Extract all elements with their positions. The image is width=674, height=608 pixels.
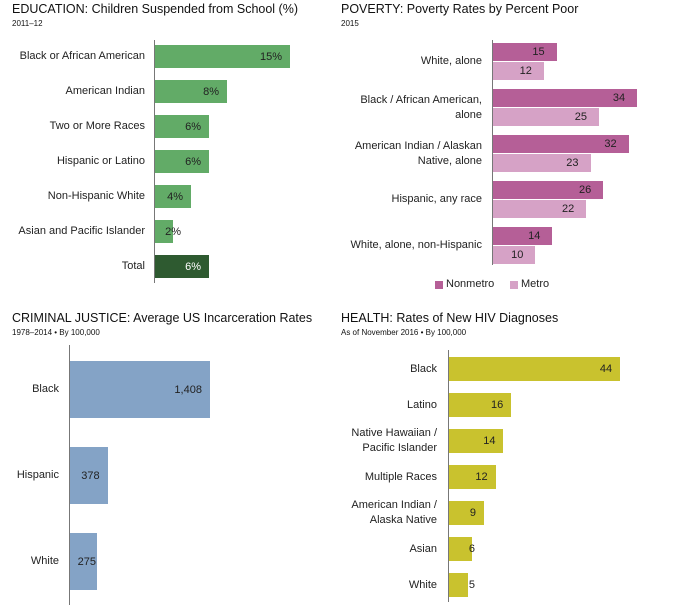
health-title: HEALTH: Rates of New HIV Diagnoses xyxy=(341,311,559,325)
poverty-bar-nonmetro xyxy=(493,227,553,245)
poverty-bar-nonmetro xyxy=(493,181,604,199)
poverty-bar-metro xyxy=(493,108,599,126)
poverty-value-label: 10 xyxy=(511,249,524,261)
poverty-bar-nonmetro xyxy=(493,43,557,61)
health-value-label: 6 xyxy=(468,543,475,555)
education-value-label: 15% xyxy=(259,50,282,63)
health-category-label: White xyxy=(408,578,437,591)
education-bar xyxy=(155,255,209,278)
poverty-value-label: 26 xyxy=(578,184,592,196)
health-value-label: 44 xyxy=(599,363,613,375)
education-value-label: 6% xyxy=(185,120,201,133)
criminal-category-label: White xyxy=(30,555,59,567)
education-bar xyxy=(155,80,227,103)
health-bar xyxy=(449,573,469,597)
poverty-bar-nonmetro xyxy=(493,135,629,153)
health-category-label: Native Hawaiian / Pacific Islander xyxy=(351,427,437,454)
poverty-bar-nonmetro xyxy=(493,89,638,107)
education-value-label: 2% xyxy=(165,225,181,238)
poverty-value-label: 23 xyxy=(566,157,579,169)
health-category-label: Multiple Races xyxy=(364,470,437,483)
poverty-bar-metro xyxy=(493,200,587,218)
health-value-label: 14 xyxy=(483,435,496,447)
health-bar xyxy=(449,357,621,381)
health-value-label: 9 xyxy=(469,507,476,519)
education-subtitle: 2011–12 xyxy=(12,19,43,28)
poverty-category-label: American Indian / Alaskan Native, alone xyxy=(354,139,482,167)
criminal-title: CRIMINAL JUSTICE: Average US Incarcerati… xyxy=(12,311,313,325)
criminal-category-label: Hispanic xyxy=(16,469,59,481)
education-value-label: 8% xyxy=(203,85,219,98)
poverty-value-label: 12 xyxy=(519,65,532,77)
poverty-category-label: White, alone, non-Hispanic xyxy=(350,239,482,251)
education-value-label: 6% xyxy=(185,260,201,273)
health-category-label: Black xyxy=(410,362,437,375)
poverty-title: POVERTY: Poverty Rates by Percent Poor xyxy=(341,2,579,16)
education-category-label: Black or African American xyxy=(19,50,145,62)
health-value-label: 5 xyxy=(468,579,475,591)
criminal-category-label: Black xyxy=(32,383,59,395)
poverty-axis xyxy=(492,40,493,265)
education-category-label: American Indian xyxy=(65,85,146,97)
poverty-bar-metro xyxy=(493,154,591,172)
criminal-bar xyxy=(70,447,108,504)
poverty-value-label: 34 xyxy=(612,92,626,104)
legend-label-metro: Metro xyxy=(521,278,550,290)
health-axis xyxy=(448,350,449,602)
education-category-label: Two or More Races xyxy=(49,120,145,132)
education-category-label: Non-Hispanic White xyxy=(47,190,145,202)
poverty-category-label: White, alone xyxy=(420,55,482,67)
health-bar xyxy=(449,501,484,525)
criminal-value-label: 1,408 xyxy=(174,383,202,396)
legend-label-nonmetro: Nonmetro xyxy=(446,278,495,290)
health-subtitle: As of November 2016 • By 100,000 xyxy=(341,328,467,337)
poverty-value-label: 22 xyxy=(562,203,575,215)
education-bar xyxy=(155,185,191,208)
education-category-label: Asian and Pacific Islander xyxy=(18,225,145,237)
education-value-label: 6% xyxy=(185,155,201,168)
education-category-label: Hispanic or Latino xyxy=(56,155,145,167)
legend-swatch-nonmetro xyxy=(435,281,443,289)
education-category-label: Total xyxy=(121,260,145,272)
health-bar xyxy=(449,537,473,561)
education-title: EDUCATION: Children Suspended from Schoo… xyxy=(12,2,298,16)
education-bar xyxy=(155,150,209,173)
health-bar xyxy=(449,429,504,453)
poverty-bar-metro xyxy=(493,62,544,80)
poverty-value-label: 25 xyxy=(574,111,587,123)
poverty-value-label: 32 xyxy=(604,138,617,150)
health-bar xyxy=(449,465,496,489)
criminal-bar xyxy=(70,533,98,590)
education-bar xyxy=(155,45,290,68)
health-category-label: Latino xyxy=(407,398,437,411)
poverty-subtitle: 2015 xyxy=(341,19,359,28)
poverty-category-label: Black / African American, alone xyxy=(360,93,482,121)
health-category-label: Asian xyxy=(409,542,437,555)
criminal-axis xyxy=(69,345,70,605)
health-bar xyxy=(449,393,512,417)
poverty-value-label: 14 xyxy=(528,230,541,242)
poverty-category-label: Hispanic, any race xyxy=(391,193,483,205)
education-bar xyxy=(155,115,209,138)
education-value-label: 4% xyxy=(167,190,183,203)
education-bar xyxy=(155,220,173,243)
legend-swatch-metro xyxy=(510,281,518,289)
health-value-label: 12 xyxy=(475,471,488,483)
criminal-subtitle: 1978–2014 • By 100,000 xyxy=(12,328,100,337)
health-category-label: American Indian / Alaska Native xyxy=(351,499,437,526)
poverty-bar-metro xyxy=(493,246,536,264)
education-axis xyxy=(154,40,155,283)
criminal-value-label: 378 xyxy=(81,469,100,482)
criminal-value-label: 275 xyxy=(77,555,96,568)
criminal-bar xyxy=(70,361,210,418)
poverty-value-label: 15 xyxy=(532,46,545,58)
health-value-label: 16 xyxy=(490,399,504,411)
